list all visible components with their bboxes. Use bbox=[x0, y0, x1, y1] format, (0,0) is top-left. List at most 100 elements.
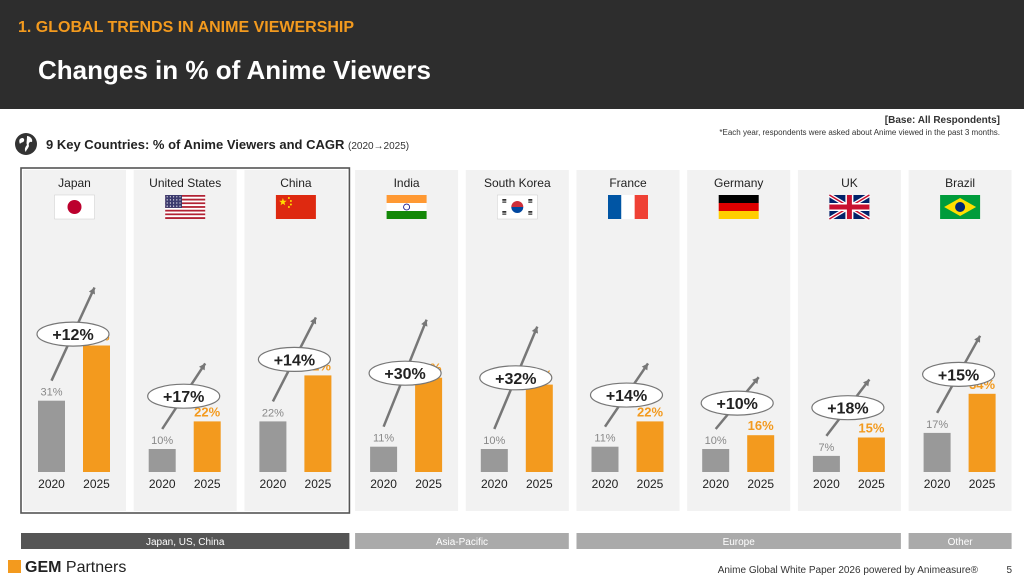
x-tick-2025: 2025 bbox=[858, 477, 885, 491]
x-tick-2025: 2025 bbox=[194, 477, 221, 491]
region-label: Asia-Pacific bbox=[436, 537, 488, 548]
value-label-2020: 10% bbox=[151, 435, 173, 447]
x-tick-2025: 2025 bbox=[747, 477, 774, 491]
region-bar bbox=[355, 533, 569, 549]
value-label-2025: 22% bbox=[194, 404, 220, 419]
x-tick-2020: 2020 bbox=[702, 477, 729, 491]
cagr-label: +18% bbox=[827, 401, 868, 418]
region-bar bbox=[908, 533, 1012, 549]
cagr-label: +15% bbox=[938, 367, 979, 384]
bar-2025 bbox=[525, 384, 553, 472]
bar-2025 bbox=[747, 435, 775, 472]
cagr-badge bbox=[36, 321, 110, 347]
value-label-2025: 15% bbox=[858, 421, 884, 436]
gem-partners-logo: GEM Partners bbox=[8, 559, 126, 577]
x-tick-2025: 2025 bbox=[415, 477, 442, 491]
x-tick-2025: 2025 bbox=[526, 477, 553, 491]
value-label-2025: 22% bbox=[637, 404, 663, 419]
arrow-head-icon bbox=[974, 335, 981, 343]
x-tick-2020: 2020 bbox=[149, 477, 176, 491]
x-tick-2020: 2020 bbox=[813, 477, 840, 491]
bar-2020 bbox=[370, 446, 398, 472]
cagr-badge bbox=[479, 365, 553, 391]
flag-de-icon bbox=[718, 195, 759, 219]
bar-2025 bbox=[304, 375, 332, 472]
logo-mark-icon bbox=[8, 560, 21, 573]
bar-2025 bbox=[857, 437, 885, 472]
x-tick-2020: 2020 bbox=[38, 477, 65, 491]
arrow-head-icon bbox=[421, 319, 428, 327]
value-label-2020: 11% bbox=[594, 433, 615, 445]
chart-title: 9 Key Countries: % of Anime Viewers and … bbox=[46, 137, 410, 152]
arrow-head-icon bbox=[752, 377, 759, 385]
flag-cn-icon bbox=[275, 195, 316, 219]
x-tick-2020: 2020 bbox=[260, 477, 287, 491]
cagr-badge bbox=[368, 360, 442, 386]
flag-fr-icon bbox=[608, 195, 648, 219]
footer-credit: Anime Global White Paper 2026 powered by… bbox=[717, 565, 978, 576]
cagr-label: +14% bbox=[274, 352, 315, 369]
region-bar bbox=[21, 533, 350, 549]
x-tick-2025: 2025 bbox=[969, 477, 996, 491]
anime-viewers-chart: Japan United States China India South Korea F… bbox=[20, 167, 1012, 549]
arrow-head-icon bbox=[310, 317, 317, 325]
x-tick-2020: 2020 bbox=[370, 477, 397, 491]
bar-2025 bbox=[636, 421, 664, 472]
cagr-badge bbox=[147, 383, 221, 409]
country-name: India bbox=[394, 176, 420, 190]
value-label-2020: 31% bbox=[40, 387, 62, 399]
value-label-2025: 16% bbox=[748, 418, 774, 433]
country-name: China bbox=[280, 176, 312, 190]
cagr-badge bbox=[257, 346, 331, 372]
bar-2025 bbox=[83, 345, 110, 472]
arrow-head-icon bbox=[641, 363, 648, 371]
cagr-label: +17% bbox=[163, 389, 204, 406]
group-highlight-box bbox=[20, 167, 351, 514]
flag-us-icon bbox=[165, 195, 206, 219]
globe-icon bbox=[15, 133, 37, 155]
cagr-label: +30% bbox=[384, 366, 425, 383]
value-label-2020: 10% bbox=[483, 435, 505, 447]
cagr-label: +32% bbox=[495, 371, 536, 388]
flag-br-icon bbox=[940, 195, 981, 219]
arrow-head-icon bbox=[199, 363, 206, 371]
country-name: United States bbox=[149, 176, 221, 190]
cagr-badge bbox=[921, 361, 996, 387]
section-label: 1. GLOBAL TRENDS IN ANIME VIEWERSHIP bbox=[18, 19, 355, 36]
bar-2020 bbox=[591, 446, 619, 472]
bar-2020 bbox=[480, 449, 508, 472]
flag-jp-icon bbox=[54, 194, 95, 220]
arrow-head-icon bbox=[88, 287, 95, 295]
country-name: Germany bbox=[714, 176, 763, 190]
header-bar: 1. GLOBAL TRENDS IN ANIME VIEWERSHIP Cha… bbox=[0, 0, 1024, 109]
cagr-label: +14% bbox=[606, 388, 647, 405]
arrow-head-icon bbox=[531, 326, 539, 334]
country-name: South Korea bbox=[484, 176, 551, 190]
value-label-2020: 7% bbox=[818, 442, 834, 454]
page-title: Changes in % of Anime Viewers bbox=[38, 55, 431, 85]
cagr-badge bbox=[811, 395, 885, 421]
region-label: Other bbox=[948, 537, 974, 548]
bar-2020 bbox=[38, 400, 65, 472]
country-name: Brazil bbox=[945, 176, 975, 190]
flag-kr-icon bbox=[497, 194, 538, 220]
bar-2025 bbox=[968, 393, 996, 472]
x-tick-2020: 2020 bbox=[592, 477, 619, 491]
value-label-2020: 11% bbox=[373, 433, 394, 445]
bar-2020 bbox=[702, 449, 730, 472]
flag-gb-icon bbox=[828, 193, 871, 221]
value-label-2020: 10% bbox=[705, 435, 727, 447]
bar-2020 bbox=[148, 449, 176, 472]
footnote: *Each year, respondents were asked about… bbox=[719, 128, 1000, 137]
value-label-2020: 17% bbox=[926, 419, 948, 431]
value-label-2020: 22% bbox=[262, 407, 284, 419]
cagr-badge bbox=[700, 390, 774, 416]
bar-2025 bbox=[415, 377, 443, 472]
x-tick-2025: 2025 bbox=[83, 477, 110, 491]
country-name: UK bbox=[841, 176, 858, 190]
bar-2020 bbox=[812, 455, 840, 472]
cagr-label: +12% bbox=[52, 327, 93, 344]
arrow-head-icon bbox=[863, 379, 870, 387]
country-name: Japan bbox=[58, 176, 91, 190]
page-number: 5 bbox=[1006, 565, 1012, 576]
